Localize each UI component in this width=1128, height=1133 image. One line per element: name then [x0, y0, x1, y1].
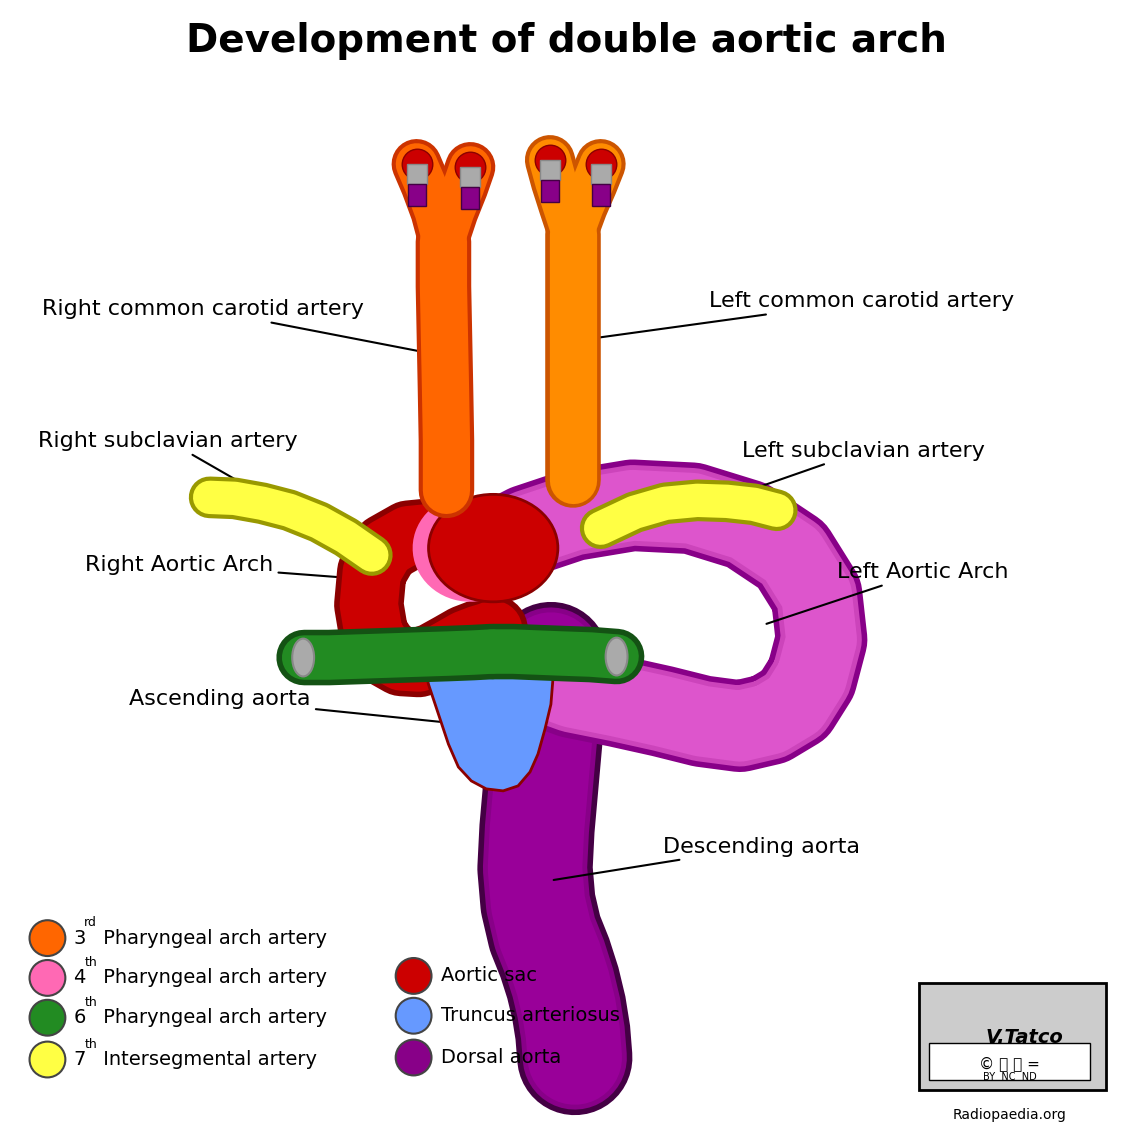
- Text: MD: MD: [1058, 1043, 1081, 1057]
- Text: Pharyngeal arch artery: Pharyngeal arch artery: [97, 929, 327, 947]
- Text: th: th: [85, 956, 97, 969]
- Text: 3: 3: [73, 929, 86, 947]
- Text: Left Aortic Arch: Left Aortic Arch: [766, 562, 1008, 624]
- Circle shape: [396, 1040, 432, 1075]
- Circle shape: [396, 959, 432, 994]
- Circle shape: [396, 998, 432, 1033]
- Text: © ⓘ ⓢ =: © ⓘ ⓢ =: [979, 1056, 1040, 1071]
- Text: BY  NC  ND: BY NC ND: [982, 1073, 1037, 1082]
- Text: Radiopaedia.org: Radiopaedia.org: [953, 1108, 1067, 1122]
- Text: Right Aortic Arch: Right Aortic Arch: [85, 555, 399, 581]
- Bar: [540, 160, 559, 180]
- Bar: [591, 164, 610, 184]
- FancyBboxPatch shape: [929, 1042, 1090, 1081]
- Text: V.Tatco: V.Tatco: [986, 1028, 1064, 1047]
- Circle shape: [29, 960, 65, 996]
- Text: Right subclavian artery: Right subclavian artery: [38, 431, 298, 512]
- Bar: [406, 164, 426, 184]
- FancyBboxPatch shape: [919, 983, 1107, 1090]
- Bar: [460, 167, 481, 187]
- Text: Right common carotid artery: Right common carotid artery: [42, 299, 442, 356]
- Text: Aortic sac: Aortic sac: [441, 966, 537, 986]
- Ellipse shape: [292, 639, 314, 676]
- Circle shape: [29, 920, 65, 956]
- Bar: [541, 180, 558, 202]
- Text: Pharyngeal arch artery: Pharyngeal arch artery: [97, 1008, 327, 1028]
- Ellipse shape: [606, 638, 627, 675]
- Text: Dorsal aorta: Dorsal aorta: [441, 1048, 562, 1067]
- Bar: [461, 187, 479, 208]
- Text: th: th: [85, 996, 97, 1008]
- Text: 6: 6: [73, 1008, 86, 1028]
- Circle shape: [29, 999, 65, 1036]
- Text: th: th: [85, 1038, 97, 1050]
- Polygon shape: [418, 640, 553, 791]
- Text: Ascending aorta: Ascending aorta: [129, 689, 460, 724]
- Text: rd: rd: [85, 917, 97, 929]
- Text: Pharyngeal arch artery: Pharyngeal arch artery: [97, 969, 327, 988]
- Text: Development of double aortic arch: Development of double aortic arch: [186, 22, 948, 60]
- Text: Left common carotid artery: Left common carotid artery: [575, 291, 1014, 341]
- Bar: [592, 184, 609, 206]
- Text: Descending aorta: Descending aorta: [554, 836, 861, 880]
- Text: Truncus arteriosus: Truncus arteriosus: [441, 1006, 620, 1025]
- Text: 4: 4: [73, 969, 86, 988]
- Text: 7: 7: [73, 1050, 86, 1070]
- Text: Intersegmental artery: Intersegmental artery: [97, 1050, 317, 1070]
- Bar: [407, 184, 425, 206]
- Text: Left subclavian artery: Left subclavian artery: [715, 441, 985, 502]
- Ellipse shape: [429, 494, 558, 602]
- Circle shape: [29, 1041, 65, 1077]
